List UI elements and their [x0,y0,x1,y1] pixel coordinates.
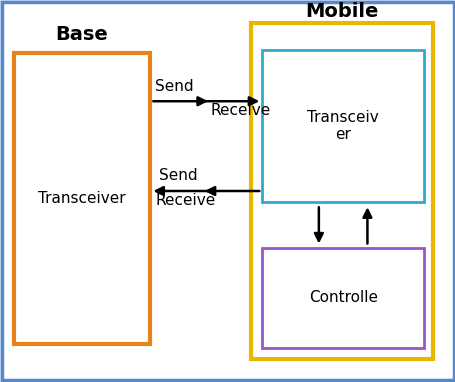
Text: Send: Send [155,79,193,94]
FancyBboxPatch shape [262,50,423,202]
FancyBboxPatch shape [262,248,423,348]
Text: Mobile: Mobile [305,2,378,21]
Text: Receive: Receive [155,193,215,208]
Text: Controlle: Controlle [308,290,377,306]
FancyBboxPatch shape [14,53,150,344]
Text: Send: Send [158,168,197,183]
Text: Transceiver: Transceiver [38,191,126,206]
Text: Transceiv
er: Transceiv er [307,110,378,142]
Text: Receive: Receive [210,103,271,118]
FancyBboxPatch shape [250,23,432,359]
Text: Base: Base [56,25,108,44]
